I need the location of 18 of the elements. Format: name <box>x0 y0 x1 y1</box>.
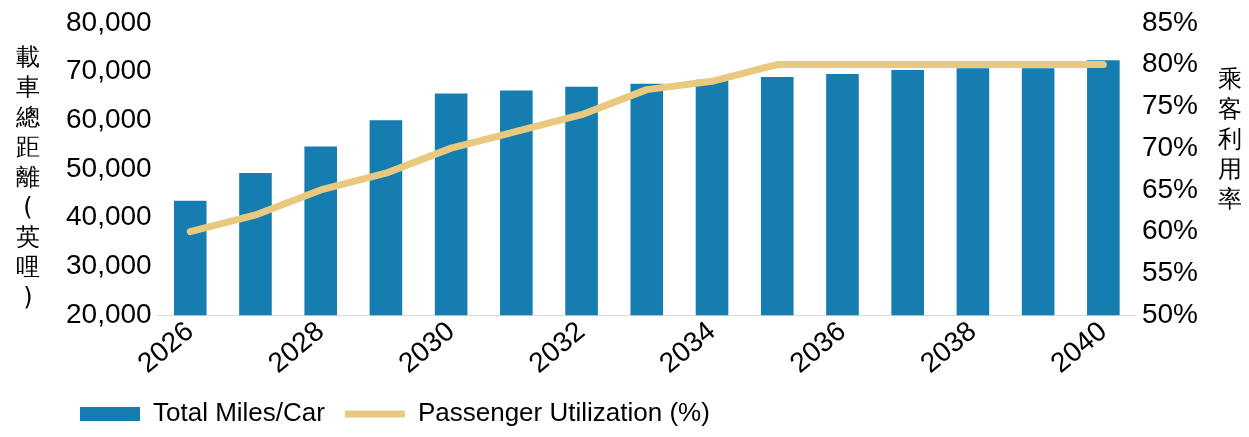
text: 載車總距離(英哩) <box>16 43 40 311</box>
y-tick-label: 40,000 <box>66 200 152 232</box>
y-tick-label: 60,000 <box>66 102 152 134</box>
y-tick-label: 80,000 <box>66 5 152 37</box>
y2-tick-label: 70% <box>1141 130 1199 162</box>
legend-label: Passenger Utilization (%) <box>417 397 710 428</box>
y-tick-label: 70,000 <box>66 54 152 86</box>
y2-tick-label: 50% <box>1141 297 1199 329</box>
y-tick-label: 50,000 <box>66 151 152 183</box>
y-tick-label: 30,000 <box>66 249 152 281</box>
y2-tick-label: 65% <box>1141 172 1199 204</box>
y2-axis-title: 乘客利用率 <box>1217 64 1243 214</box>
y2-tick-label: 60% <box>1141 214 1199 246</box>
y2-tick-label: 75% <box>1141 89 1199 121</box>
y2-tick-label: 55% <box>1141 256 1199 288</box>
legend-label: Total Miles/Car <box>153 397 326 428</box>
y2-tick-label: 85% <box>1141 5 1199 37</box>
y2-tick-label: 80% <box>1141 47 1199 79</box>
